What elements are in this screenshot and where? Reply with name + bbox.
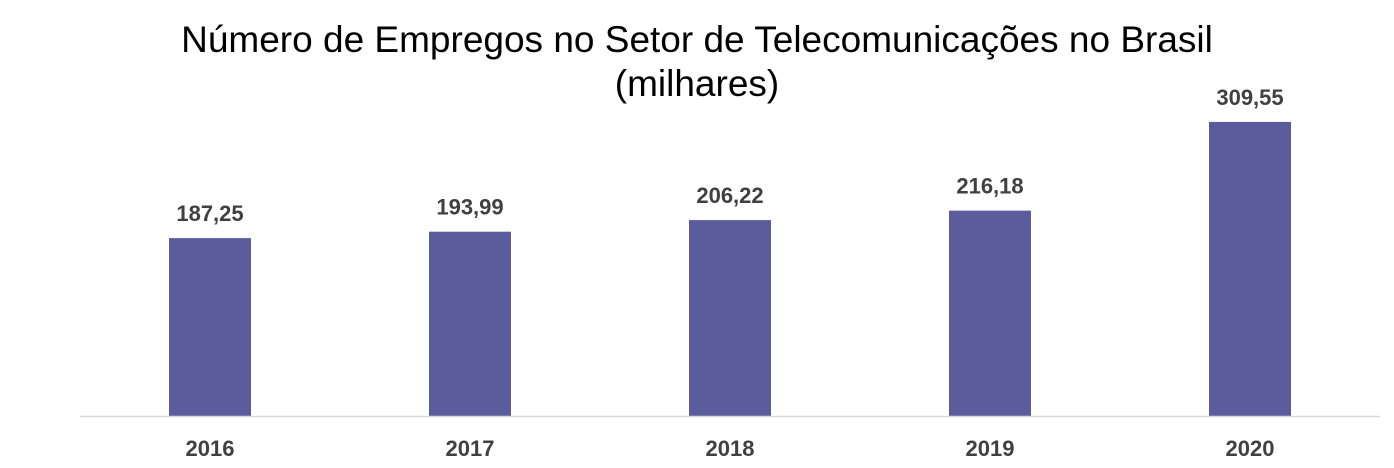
x-tick-label-2019: 2019 (966, 436, 1015, 461)
x-tick-label-2017: 2017 (446, 436, 495, 461)
chart-title-main: Número de Empregos no Setor de Telecomun… (181, 19, 1213, 60)
x-tick-label-2020: 2020 (1226, 436, 1275, 461)
bar-2020 (1209, 121, 1291, 417)
bar-2019 (949, 210, 1031, 416)
bar-2016 (169, 238, 251, 416)
data-label-2018: 206,22 (696, 183, 763, 208)
x-tick-label-2018: 2018 (706, 436, 755, 461)
data-label-2016: 187,25 (176, 201, 243, 226)
bar-2018 (689, 220, 771, 416)
data-label-2019: 216,18 (956, 174, 1023, 199)
bars-group (169, 121, 1291, 417)
x-tick-label-2016: 2016 (186, 436, 235, 461)
data-label-2017: 193,99 (436, 195, 503, 220)
bar-2017 (429, 231, 511, 416)
x-tick-labels-group: 2016 2017 2018 2019 2020 (186, 436, 1275, 461)
chart-title: Número de Empregos no Setor de Telecomun… (0, 18, 1394, 106)
chart-title-sub: (milhares) (614, 63, 780, 104)
data-label-2020: 309,55 (1216, 85, 1283, 110)
data-labels-group: 187,25 193,99 206,22 216,18 309,55 (176, 85, 1283, 226)
